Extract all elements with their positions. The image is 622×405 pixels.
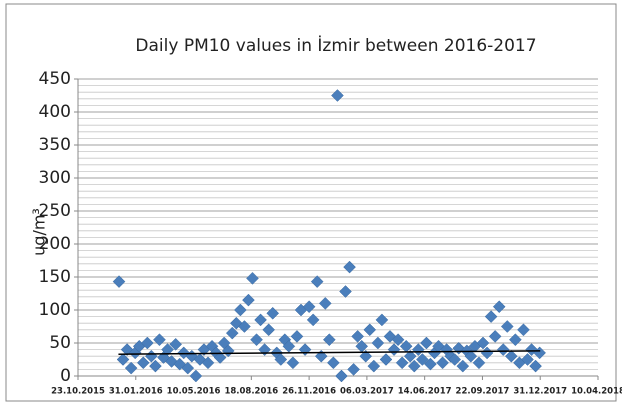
point	[327, 356, 340, 370]
y-tick-label: 100	[39, 300, 71, 320]
point	[136, 356, 150, 370]
point	[201, 356, 215, 370]
point	[250, 333, 263, 347]
x-tick-label: 18.08.2016	[224, 387, 278, 397]
point	[331, 89, 344, 102]
point	[416, 353, 429, 366]
point	[395, 356, 409, 370]
point	[149, 359, 162, 373]
point	[379, 353, 393, 366]
chart-frame	[5, 3, 617, 402]
point	[286, 356, 300, 370]
y-tick-label: 200	[39, 234, 71, 254]
point	[407, 359, 421, 373]
point	[310, 275, 324, 288]
point	[448, 353, 462, 366]
point	[173, 357, 187, 371]
point	[266, 306, 280, 320]
y-axis-label: ug/m³	[30, 208, 49, 256]
point	[529, 359, 542, 373]
point	[242, 293, 255, 307]
y-tick-label: 300	[39, 168, 71, 188]
point	[371, 336, 385, 350]
point	[375, 313, 389, 327]
point	[492, 300, 506, 314]
point	[262, 323, 276, 337]
x-tick-label: 31.01.2016	[109, 387, 163, 397]
point	[420, 336, 433, 350]
point	[306, 313, 320, 327]
point	[424, 357, 437, 371]
x-tick-label: 31.12.2017	[513, 387, 567, 397]
point	[153, 333, 166, 347]
point	[181, 361, 195, 375]
point	[238, 320, 251, 333]
point	[254, 313, 267, 327]
point	[234, 303, 247, 317]
point	[496, 343, 510, 356]
point	[367, 359, 381, 373]
y-tick-label: 350	[39, 135, 71, 155]
point	[140, 336, 154, 350]
point	[504, 349, 518, 363]
y-tick-label: 0	[60, 366, 71, 386]
x-tick-label: 06.03.2017	[340, 387, 394, 397]
point	[322, 333, 336, 347]
point	[359, 349, 373, 363]
point	[213, 351, 227, 364]
x-tick-label: 23.10.2015	[51, 387, 105, 397]
point	[116, 353, 130, 366]
y-tick-label: 400	[39, 102, 71, 122]
point	[225, 326, 239, 340]
x-tick-label: 26.11.2016	[282, 387, 336, 397]
x-tick-label: 22.09.2017	[456, 387, 510, 397]
point	[169, 337, 182, 351]
point	[517, 323, 530, 337]
point	[476, 336, 490, 350]
point	[525, 343, 538, 356]
point	[391, 333, 405, 347]
point	[246, 271, 259, 285]
point	[335, 369, 348, 383]
point	[112, 275, 126, 288]
point	[521, 353, 534, 366]
point	[488, 330, 502, 343]
point	[339, 285, 352, 298]
point	[274, 353, 288, 366]
point	[436, 356, 449, 370]
point	[161, 343, 174, 356]
point	[509, 333, 522, 347]
point	[290, 330, 304, 343]
point	[363, 323, 377, 337]
point	[456, 359, 470, 373]
point	[464, 349, 478, 363]
y-tick-label: 250	[39, 201, 71, 221]
point	[124, 361, 138, 375]
point	[500, 320, 514, 333]
point	[351, 330, 364, 343]
point	[472, 356, 486, 370]
trendline	[118, 350, 541, 355]
y-tick-label: 50	[49, 333, 71, 353]
point	[484, 310, 498, 323]
point	[318, 297, 332, 310]
y-tick-label: 450	[39, 69, 71, 89]
x-tick-label: 14.06.2017	[398, 387, 452, 397]
point	[189, 369, 203, 383]
point	[347, 363, 360, 376]
point	[343, 260, 356, 274]
y-tick-label: 150	[39, 267, 71, 287]
point	[302, 300, 316, 314]
point	[403, 349, 417, 363]
chart-title: Daily PM10 values in İzmir between 2016-…	[135, 35, 536, 56]
x-tick-label: 10.04.2018	[571, 387, 622, 397]
x-tick-label: 10.05.2016	[167, 387, 221, 397]
